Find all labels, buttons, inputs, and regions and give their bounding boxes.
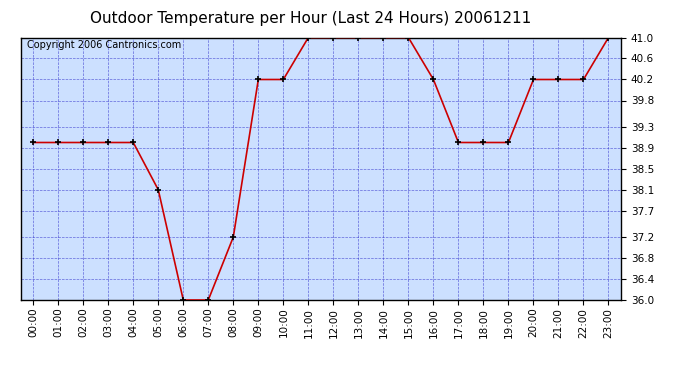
Text: Outdoor Temperature per Hour (Last 24 Hours) 20061211: Outdoor Temperature per Hour (Last 24 Ho… <box>90 11 531 26</box>
Text: Copyright 2006 Cantronics.com: Copyright 2006 Cantronics.com <box>27 40 181 50</box>
